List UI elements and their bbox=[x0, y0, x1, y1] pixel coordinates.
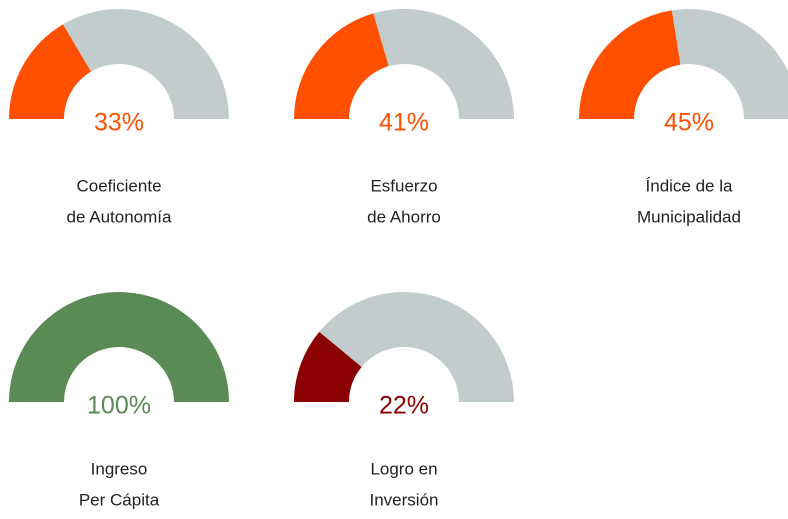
gauge-value-label: 100% bbox=[87, 392, 151, 420]
gauge-fill bbox=[294, 13, 389, 120]
gauge-track bbox=[63, 9, 229, 119]
gauge-fill bbox=[9, 24, 92, 120]
gauge-title: de Autonomía bbox=[67, 207, 172, 226]
gauge-track bbox=[373, 9, 514, 120]
gauge-track bbox=[319, 292, 514, 402]
gauge-title: Índice de la bbox=[646, 176, 733, 195]
gauge-title: Municipalidad bbox=[637, 207, 741, 226]
gauge-track bbox=[671, 8, 788, 119]
gauge-title: Per Cápita bbox=[79, 490, 160, 509]
gauge-fill bbox=[9, 292, 229, 402]
gauge-title: Inversión bbox=[370, 490, 439, 509]
gauge-value-label: 33% bbox=[94, 109, 144, 137]
gauge-fill bbox=[579, 10, 681, 120]
gauge-title: de Ahorro bbox=[367, 207, 441, 226]
gauge-title: Esfuerzo bbox=[370, 176, 437, 195]
gauge-title: Ingreso bbox=[91, 459, 148, 478]
gauge-value-label: 45% bbox=[664, 109, 714, 137]
gauge-title: Coeficiente bbox=[76, 176, 161, 195]
gauge-value-label: 22% bbox=[379, 392, 429, 420]
gauge-title: Logro en bbox=[370, 459, 437, 478]
gauge-fill bbox=[294, 331, 362, 402]
gauge-value-label: 41% bbox=[379, 109, 429, 137]
